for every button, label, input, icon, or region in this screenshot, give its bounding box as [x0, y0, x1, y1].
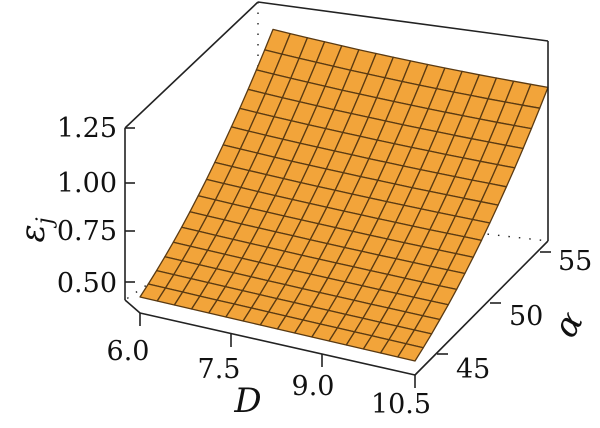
x-axis-ticks: 6.0 7.5 9.0 10.5 [107, 313, 431, 420]
y-axis-ticks: 45 50 55 [437, 246, 592, 385]
z-tick-label: 1.00 [57, 168, 117, 199]
x-tick-label: 6.0 [107, 336, 150, 367]
surface-patch [397, 343, 424, 362]
top-left-edge [124, 1, 259, 129]
z-tick-label: 0.75 [57, 216, 117, 247]
surface-mesh [139, 28, 549, 362]
y-axis-title: α [545, 305, 591, 345]
y-axis-line [414, 240, 549, 376]
x-tick-label: 9.0 [292, 371, 335, 402]
z-axis-title: εj [13, 217, 58, 242]
x-axis-title: D [233, 381, 261, 421]
left-bottom-edge [124, 299, 141, 314]
top-back-edge [257, 1, 549, 42]
x-tick-label: 10.5 [371, 389, 431, 420]
z-axis-ticks: 1.25 1.00 0.75 0.50 [57, 113, 135, 299]
x-tick-label: 7.5 [198, 354, 241, 385]
y-tick-label: 45 [456, 354, 490, 385]
z-tick-label: 0.50 [57, 268, 117, 299]
z-axis-title-main: ε [13, 224, 53, 242]
front-box-edges [124, 1, 549, 376]
x-axis-line [139, 312, 416, 376]
z-tick-label: 1.25 [57, 113, 117, 144]
y-tick-label: 50 [509, 301, 543, 332]
y-tick-label: 55 [558, 246, 592, 277]
